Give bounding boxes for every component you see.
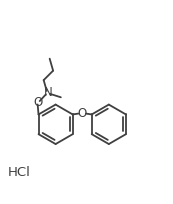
Text: O: O <box>78 107 87 120</box>
Text: HCl: HCl <box>8 166 30 179</box>
Text: O: O <box>33 96 42 109</box>
Text: N: N <box>44 86 52 100</box>
